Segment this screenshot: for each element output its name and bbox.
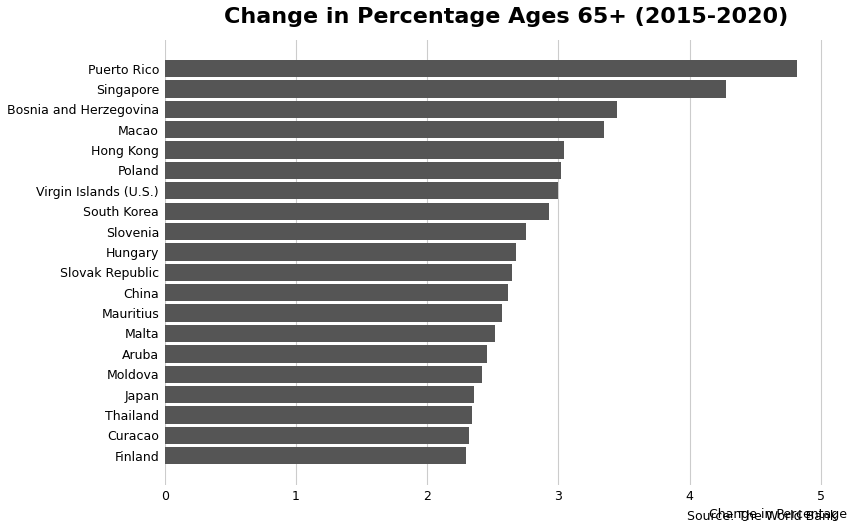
Bar: [165, 223, 525, 240]
Bar: [165, 162, 560, 179]
Bar: [165, 263, 512, 281]
Title: Change in Percentage Ages 65+ (2015-2020): Change in Percentage Ages 65+ (2015-2020…: [223, 7, 787, 27]
Bar: [165, 386, 473, 403]
Bar: [165, 365, 482, 383]
Bar: [165, 203, 548, 220]
Bar: [165, 101, 617, 118]
Bar: [165, 243, 516, 261]
Bar: [165, 182, 558, 200]
X-axis label: Change in Percentage: Change in Percentage: [708, 508, 846, 521]
Bar: [165, 345, 487, 363]
Bar: [165, 305, 502, 322]
Bar: [165, 407, 471, 423]
Bar: [165, 427, 468, 444]
Text: Source: The World Bank: Source: The World Bank: [686, 510, 836, 523]
Bar: [165, 80, 725, 98]
Bar: [165, 121, 604, 138]
Bar: [165, 447, 466, 465]
Bar: [165, 325, 495, 342]
Bar: [165, 142, 563, 159]
Bar: [165, 60, 796, 77]
Bar: [165, 284, 508, 301]
